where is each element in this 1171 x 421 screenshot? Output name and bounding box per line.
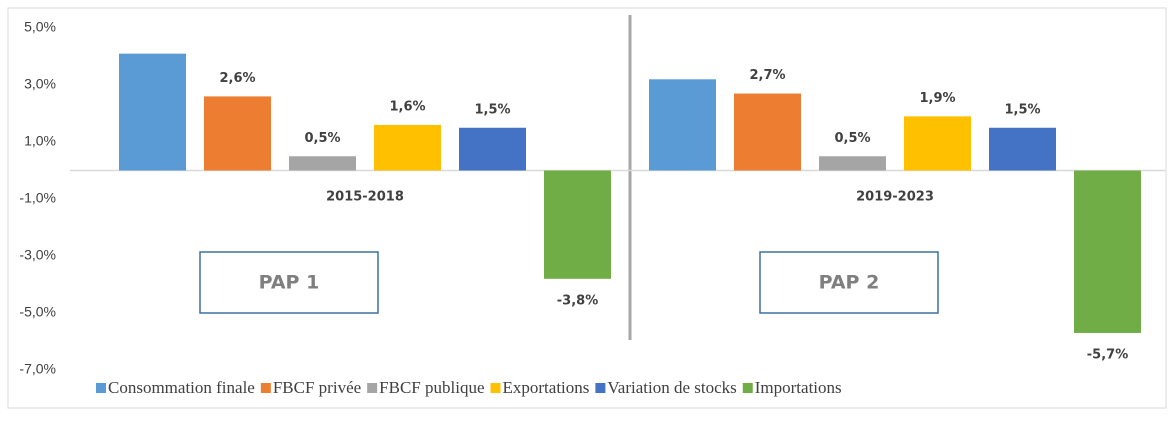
bar — [1074, 170, 1141, 333]
y-tick-label: -7,0% — [19, 361, 56, 377]
bar — [544, 170, 611, 279]
annotation: PAP 2 — [819, 272, 880, 294]
bar — [649, 79, 716, 171]
bar — [374, 124, 441, 171]
data-label: 1,9% — [919, 91, 955, 106]
bar — [989, 127, 1056, 171]
legend-label: FBCF publique — [379, 378, 484, 397]
bar — [904, 116, 971, 171]
legend-swatch — [96, 383, 106, 393]
annotation-box — [199, 251, 379, 314]
legend-swatch — [490, 383, 501, 393]
data-label: 1,5% — [1004, 102, 1040, 117]
data-label: -5,7% — [1087, 347, 1128, 362]
data-label: 1,6% — [389, 99, 425, 114]
bar — [459, 127, 526, 171]
data-label: 2,6% — [219, 71, 255, 86]
data-label: 0,5% — [304, 131, 340, 146]
legend-label: Exportations — [503, 378, 590, 397]
y-tick-label: -5,0% — [19, 304, 56, 320]
x-tick-label: 2015-2018 — [326, 190, 404, 205]
bar — [819, 156, 886, 171]
annotation: PAP 1 — [259, 272, 320, 294]
y-tick-label: 5,0% — [24, 19, 56, 35]
bar — [289, 156, 356, 171]
legend-swatch — [260, 383, 271, 393]
data-label: 0,5% — [834, 131, 870, 146]
y-tick-label: -3,0% — [19, 247, 56, 263]
legend-label: FBCF privée — [273, 378, 361, 397]
data-label: 1,5% — [474, 102, 510, 117]
data-label: -3,8% — [557, 293, 598, 308]
legend-swatch — [742, 383, 753, 393]
legend-label: Consommation finale — [108, 378, 255, 397]
legend-swatch — [595, 383, 606, 393]
y-tick-label: 3,0% — [24, 76, 56, 92]
legend-label: Variation de stocks — [607, 378, 736, 397]
legend-swatch — [367, 383, 378, 393]
y-tick-label: -1,0% — [19, 190, 56, 206]
bar — [204, 96, 271, 171]
legend-label: Importations — [755, 378, 842, 397]
y-tick-label: 1,0% — [24, 133, 56, 149]
data-label: 2,7% — [749, 68, 785, 83]
annotation-box — [759, 251, 939, 314]
bar — [734, 93, 801, 171]
x-tick-label: 2019-2023 — [856, 190, 934, 205]
bar — [119, 53, 186, 171]
